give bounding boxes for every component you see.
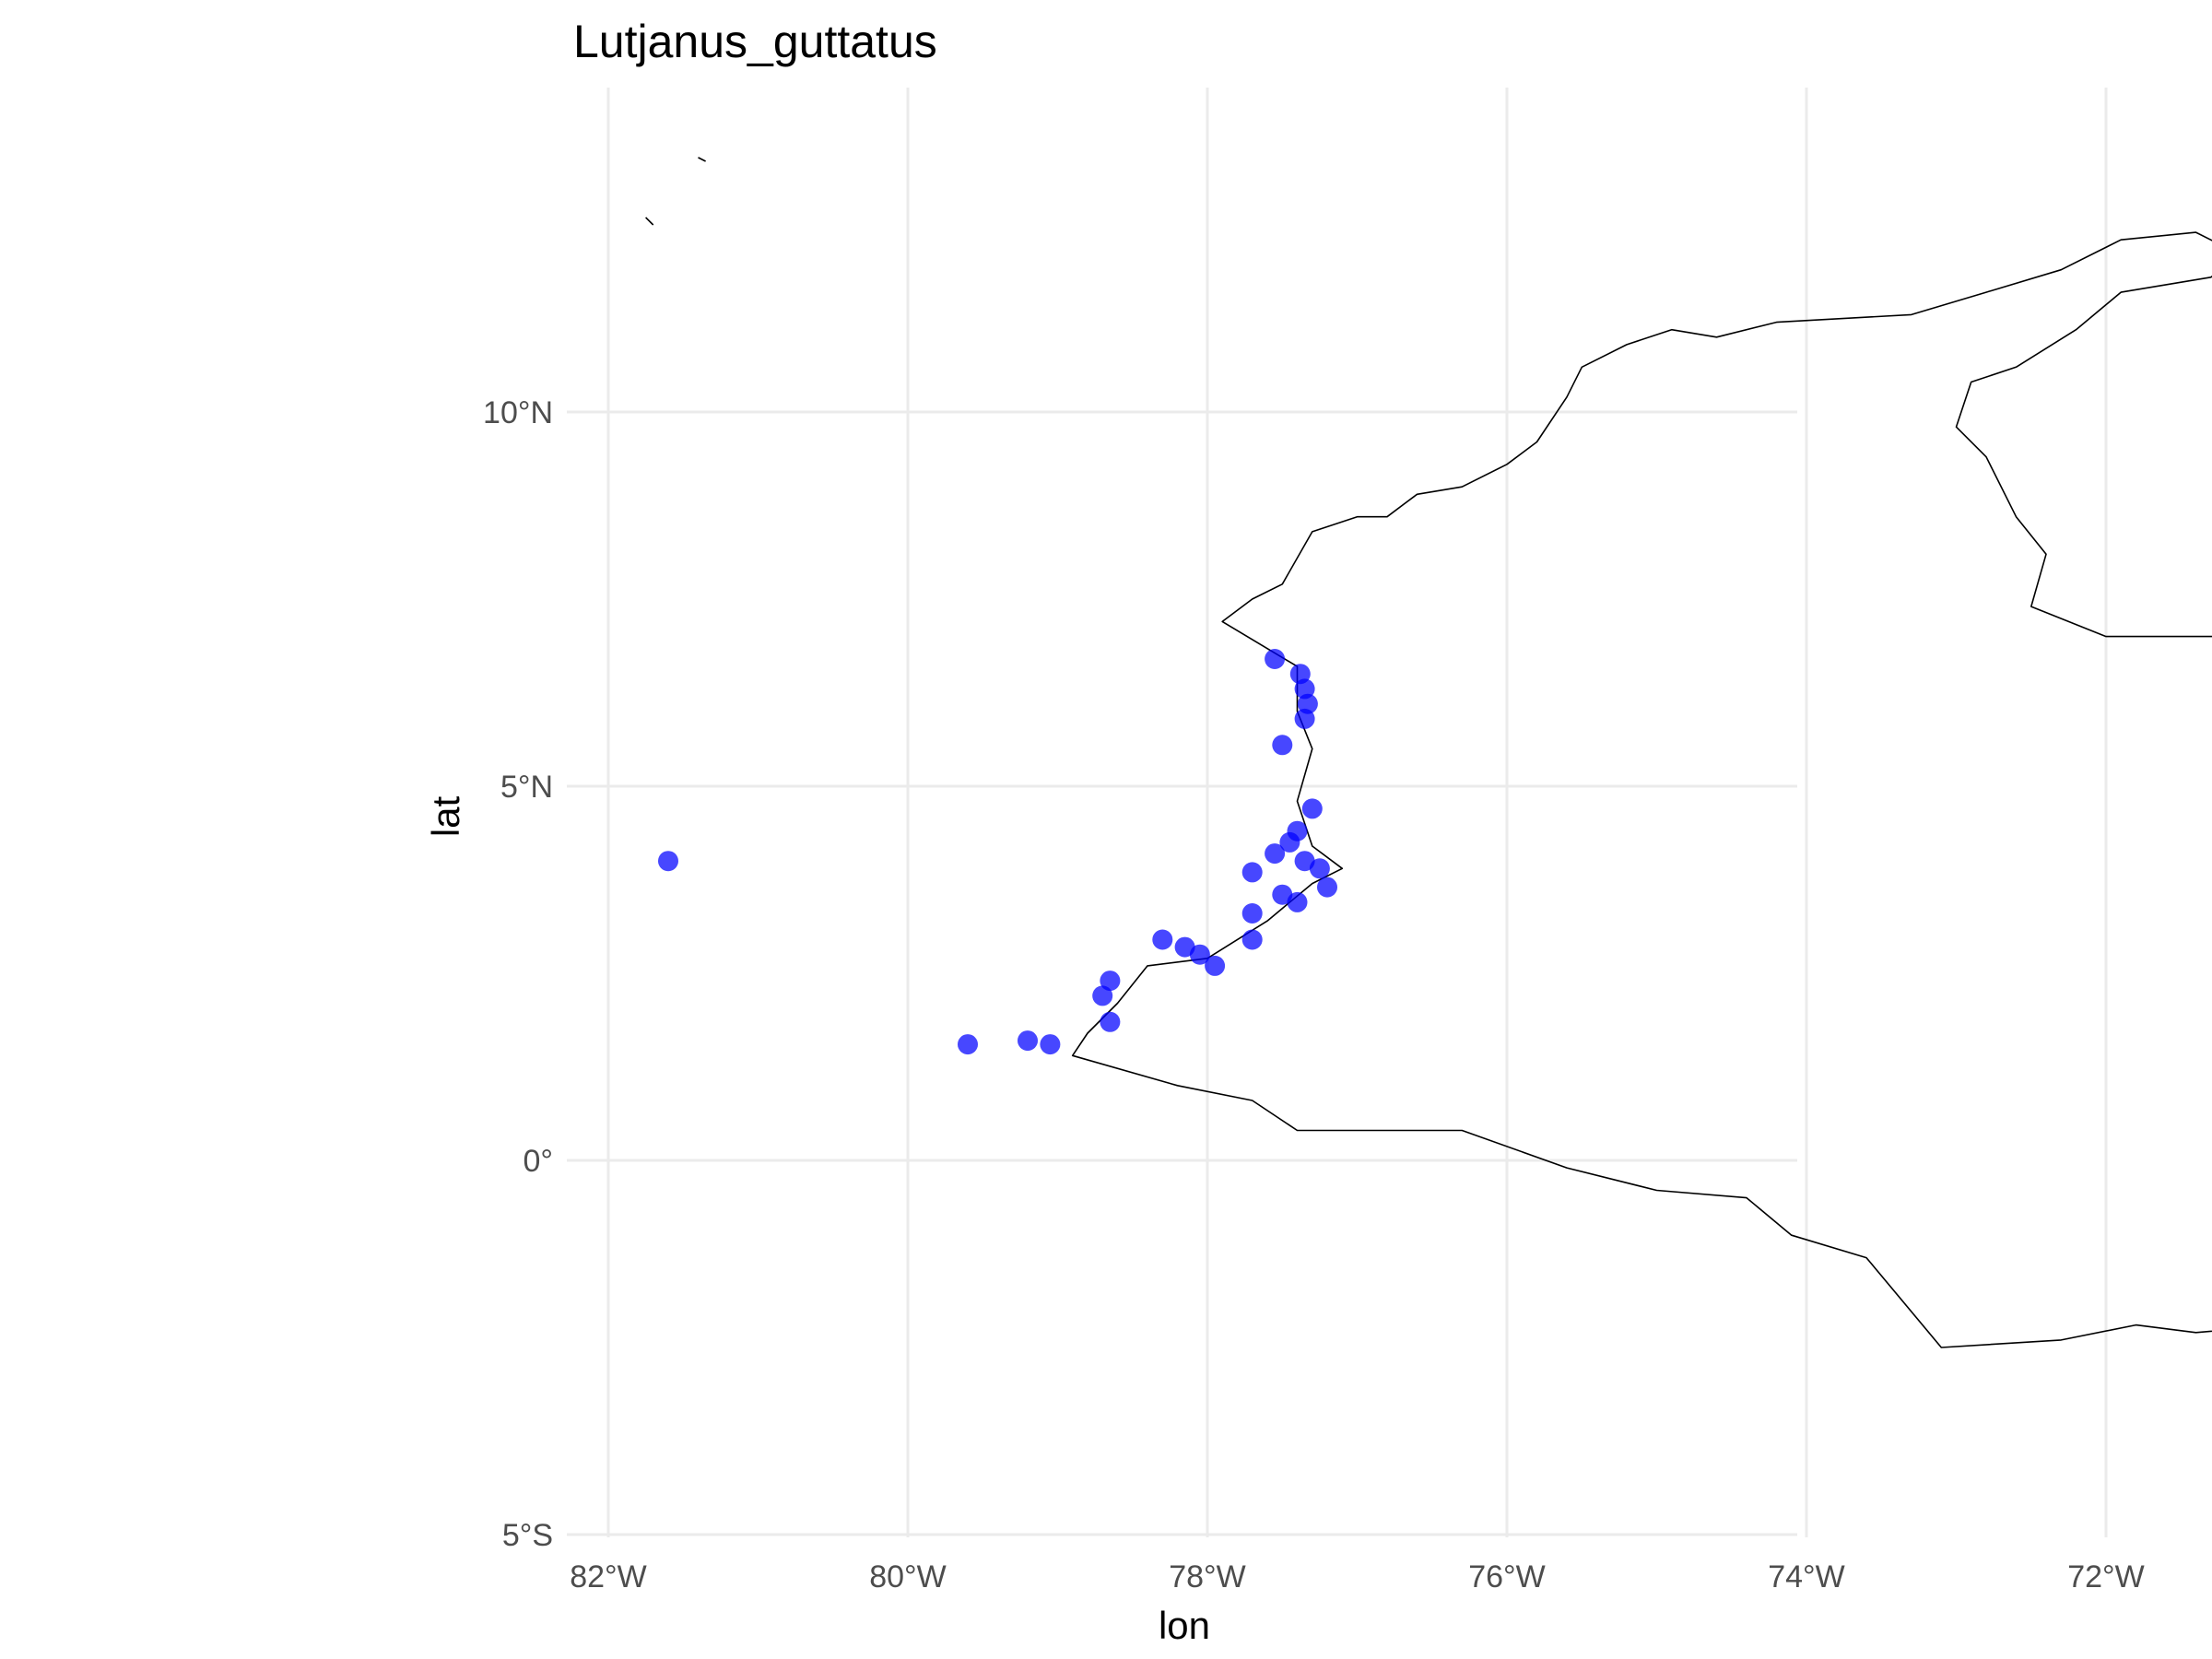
occurrence-point: [1317, 877, 1337, 898]
x-tick-label: 76°W: [1468, 1559, 1546, 1594]
occurrence-point: [1241, 929, 1263, 950]
occurrence-point: [958, 1034, 978, 1055]
occurrence-point: [1279, 831, 1300, 853]
y-tick-labels: 5°S 0° 5°N 10°N: [483, 395, 553, 1553]
occurrence-point: [1265, 843, 1286, 865]
occurrence-point: [1294, 708, 1315, 729]
occurrence-point: [1241, 903, 1263, 924]
occurrence-point: [1189, 944, 1210, 965]
x-tick-label: 74°W: [1768, 1559, 1845, 1594]
occurrence-point: [1272, 884, 1293, 905]
x-tick-labels: 82°W80°W78°W76°W74°W72°W70°W68°W: [570, 1559, 2145, 1594]
occurrence-point: [1100, 1011, 1121, 1032]
occurrence-point: [1241, 862, 1263, 883]
y-tick-label: 5°N: [500, 770, 553, 805]
y-tick-label: 10°N: [483, 395, 553, 430]
occurrence-point: [1205, 955, 1226, 976]
occurrence-point: [1309, 858, 1330, 879]
x-axis-title: lon: [1159, 1604, 1210, 1647]
x-tick-label: 82°W: [570, 1559, 647, 1594]
occurrence-point: [1287, 891, 1308, 912]
occurrence-point: [1040, 1034, 1061, 1055]
occurrence-point: [658, 851, 678, 872]
x-tick-label: 72°W: [2067, 1559, 2145, 1594]
colombia-outline: [1071, 231, 2212, 1348]
occurrence-point: [1092, 985, 1113, 1006]
occurrence-point: [1301, 798, 1323, 819]
occurrence-point: [1018, 1030, 1038, 1052]
occurrence-point: [1294, 851, 1315, 872]
occurrence-point: [1265, 649, 1286, 669]
country-outline: [645, 157, 2212, 1348]
x-tick-label: 80°W: [869, 1559, 947, 1594]
occurrence-points: [658, 649, 1337, 1055]
y-axis-title: lat: [424, 795, 467, 837]
occurrence-point: [1152, 929, 1173, 950]
x-tick-label: 78°W: [1169, 1559, 1246, 1594]
y-tick-label: 0°: [523, 1144, 553, 1179]
plot-title: Lutjanus_guttatus: [573, 16, 937, 67]
occurrence-point: [1294, 678, 1315, 700]
occurrence-point: [1100, 971, 1121, 992]
island-outline: [645, 217, 654, 226]
island-outline: [698, 157, 706, 162]
y-tick-label: 5°S: [502, 1518, 553, 1553]
occurrence-point: [1174, 936, 1195, 958]
occurrence-point: [1272, 735, 1293, 756]
grid-lines: [567, 88, 2108, 1537]
